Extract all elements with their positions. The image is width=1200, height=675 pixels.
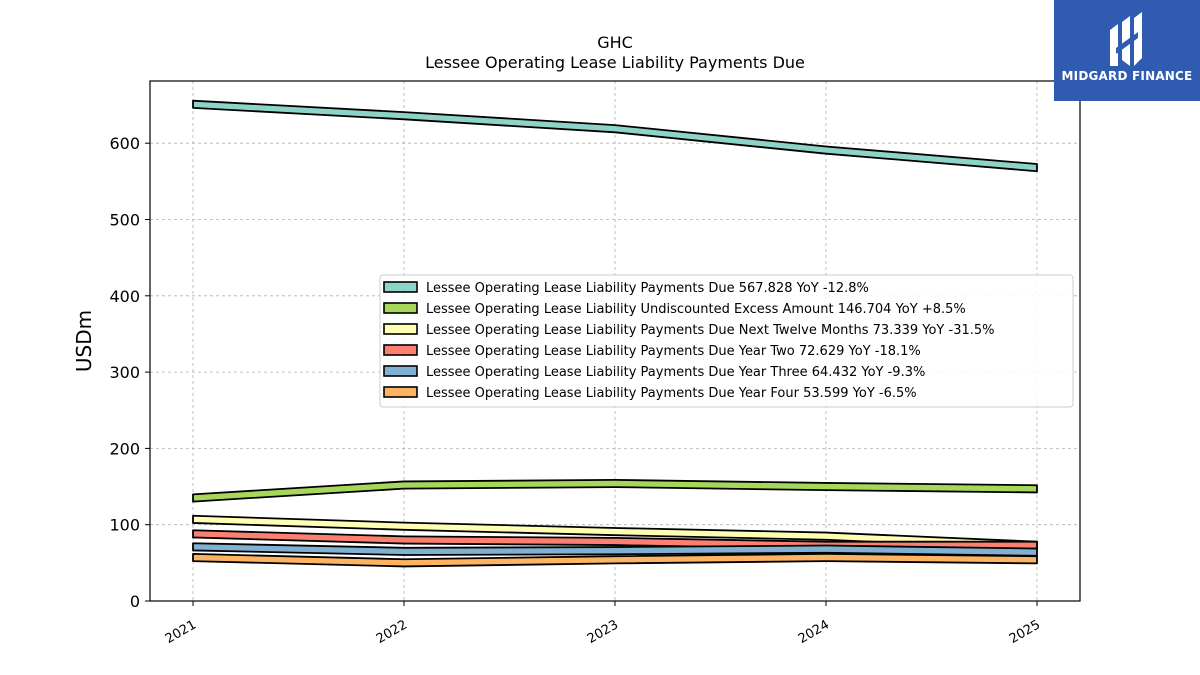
x-tick-label: 2022 xyxy=(374,617,410,647)
chart-title: GHC xyxy=(597,33,633,52)
legend-entry: Lessee Operating Lease Liability Payment… xyxy=(426,281,869,296)
legend-entry: Lessee Operating Lease Liability Payment… xyxy=(426,386,917,401)
legend-entry: Lessee Operating Lease Liability Payment… xyxy=(426,323,995,338)
x-tick-label: 2021 xyxy=(163,617,199,647)
y-tick-label: 600 xyxy=(109,134,140,153)
brand-name: MIDGARD FINANCE xyxy=(1061,69,1193,83)
y-tick-label: 500 xyxy=(109,211,140,230)
y-tick-label: 200 xyxy=(109,439,140,458)
legend-entry: Lessee Operating Lease Liability Payment… xyxy=(426,344,921,359)
legend: Lessee Operating Lease Liability Payment… xyxy=(379,274,1074,408)
y-tick-label: 400 xyxy=(109,287,140,306)
series-band-1 xyxy=(192,478,1038,503)
y-tick-label: 0 xyxy=(130,592,140,611)
series-bands xyxy=(192,99,1038,568)
legend-swatch xyxy=(383,281,418,293)
x-tick-label: 2024 xyxy=(796,617,832,647)
legend-swatch xyxy=(383,323,418,335)
legend-swatch xyxy=(383,302,418,314)
brand-mark-icon xyxy=(1110,12,1142,66)
y-axis-label: USDm xyxy=(72,310,96,372)
y-tick-label: 300 xyxy=(109,363,140,382)
y-tick-label: 100 xyxy=(109,516,140,535)
x-axis: 2021 2022 2023 2024 2025 xyxy=(163,601,1043,647)
y-axis: 0 100 200 300 400 500 600 xyxy=(109,134,150,611)
chart-subtitle: Lessee Operating Lease Liability Payment… xyxy=(425,53,805,72)
x-tick-label: 2023 xyxy=(585,617,621,647)
brand-logo: MIDGARD FINANCE xyxy=(1054,0,1200,101)
series-band-0 xyxy=(192,99,1038,173)
legend-swatch xyxy=(383,386,418,398)
series-band-5 xyxy=(192,553,1038,568)
legend-swatch xyxy=(383,344,418,356)
legend-box xyxy=(379,274,1074,408)
x-tick-label: 2025 xyxy=(1007,617,1043,647)
legend-swatch xyxy=(383,365,418,377)
legend-entry: Lessee Operating Lease Liability Payment… xyxy=(426,365,925,380)
legend-entry: Lessee Operating Lease Liability Undisco… xyxy=(426,302,966,317)
